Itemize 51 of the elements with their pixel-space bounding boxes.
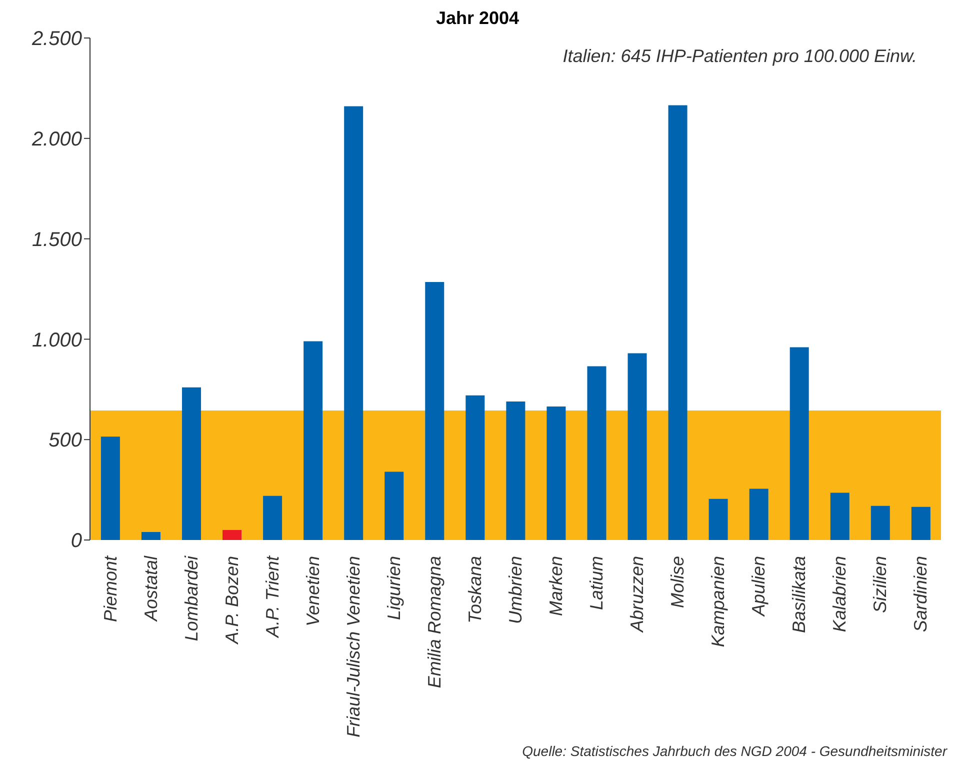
source-note: Quelle: Statistisches Jahrbuch des NGD 2004 - Gesundheitsminister — [522, 743, 947, 759]
bar — [628, 353, 647, 540]
x-tick-label: Molise — [668, 556, 688, 608]
bar — [587, 366, 606, 540]
x-tick-label: A.P. Bozen — [222, 556, 242, 645]
x-tick-label: Toskana — [464, 556, 485, 624]
bar — [100, 436, 120, 540]
y-tick-label: 2.500 — [30, 28, 82, 50]
x-tick-label: Abruzzen — [627, 556, 648, 634]
bar — [384, 472, 404, 540]
bar — [546, 406, 566, 540]
bar — [506, 401, 526, 540]
bar — [304, 341, 323, 540]
x-tick-label: Apulien — [748, 556, 769, 618]
x-tick-label: Sardinien — [910, 556, 931, 632]
x-tick-label: Basilikata — [789, 556, 810, 634]
x-tick-label: Ligurien — [384, 556, 404, 620]
x-tick-label: Emilia Romagna — [424, 556, 444, 688]
bar — [749, 488, 768, 540]
bar — [222, 530, 242, 540]
x-tick-label: A.P. Trient — [262, 555, 282, 638]
bar — [425, 282, 444, 540]
bar — [870, 506, 890, 540]
y-tick-label: 1.500 — [32, 228, 82, 251]
bar — [830, 492, 850, 540]
bar — [141, 532, 160, 540]
chart-title: Jahr 2004 — [434, 8, 520, 29]
y-tick-label: 2.000 — [30, 128, 82, 150]
bar — [182, 387, 201, 540]
x-tick-label: Umbrien — [506, 556, 526, 624]
y-tick-label: 0 — [70, 530, 82, 552]
bar — [668, 105, 688, 540]
bar — [263, 496, 282, 540]
bar — [911, 506, 930, 540]
bar — [344, 106, 364, 540]
bar — [708, 498, 728, 540]
x-tick-label: Lombardei — [181, 555, 202, 642]
annotation: Italien: 645 IHP-Patienten pro 100.000 Einw. — [562, 46, 917, 67]
x-tick-label: Kalabrien — [830, 556, 850, 632]
y-tick-label: 1.000 — [32, 329, 82, 352]
x-tick-label: Kampanien — [708, 556, 728, 648]
bar — [466, 395, 485, 540]
x-tick-label: Aostatal — [140, 555, 161, 622]
x-tick-label: Piemont — [100, 555, 120, 622]
x-tick-label: Latium — [586, 556, 607, 610]
x-tick-label: Friaul-Julisch Venetien — [343, 556, 364, 738]
x-tick-label: Marken — [546, 556, 566, 616]
x-tick-label: Venetien — [302, 556, 323, 626]
y-tick-label: 500 — [48, 430, 82, 452]
x-tick-label: Sizilien — [870, 556, 890, 614]
bar — [790, 347, 809, 540]
